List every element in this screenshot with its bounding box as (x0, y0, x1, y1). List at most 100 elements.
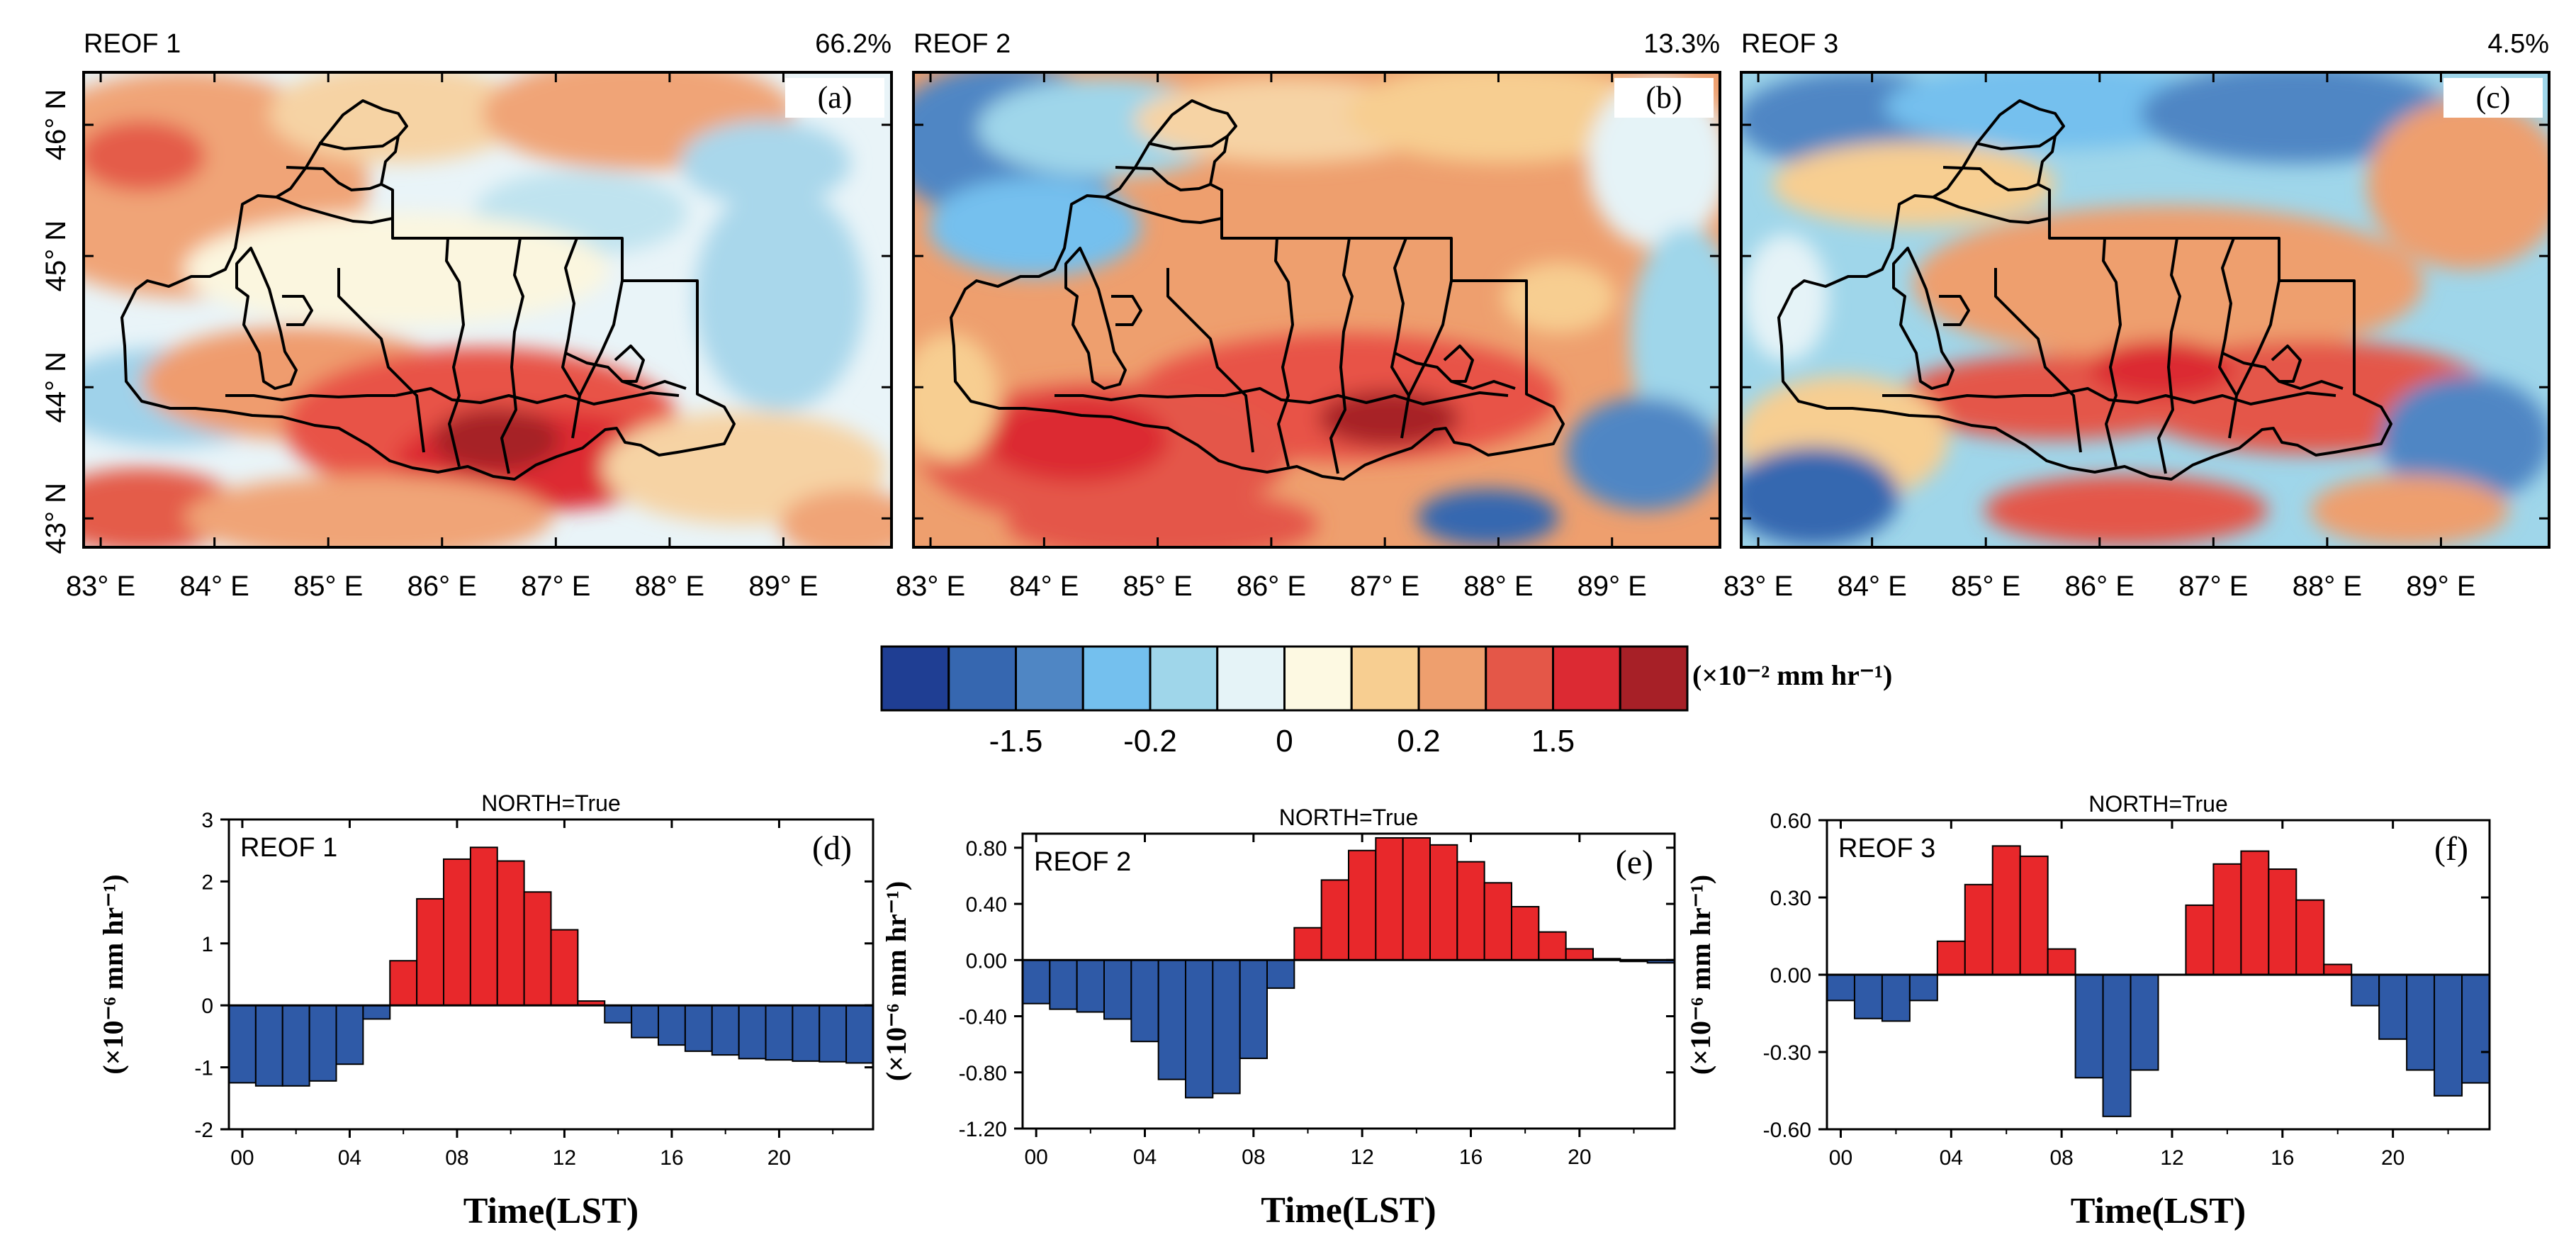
bar (1076, 959, 1105, 1013)
y-tick-label: -0.80 (959, 1062, 1007, 1085)
bar (684, 1005, 713, 1052)
map-x-tick-label-a: 87° E (521, 571, 590, 602)
x-tick-label: 20 (767, 1146, 791, 1170)
map-x-tick-label-c: 86° E (2065, 571, 2135, 602)
bar (1130, 959, 1159, 1043)
map-x-tick-label-c: 83° E (1723, 571, 1793, 602)
bar (711, 1005, 740, 1056)
y-tick-label: 0.80 (966, 837, 1007, 861)
plot-frame (1021, 832, 1676, 1130)
chart-panel-label: (f) (2434, 830, 2468, 868)
y-tick-label: 3 (201, 809, 213, 832)
bar (1456, 861, 1485, 961)
bar (1853, 974, 1883, 1019)
map-x-tick-label-c: 89° E (2406, 571, 2475, 602)
colorbar-cell (947, 645, 1017, 712)
bar (1185, 959, 1214, 1099)
map-x-tick-label-b: 83° E (896, 571, 965, 602)
x-axis-label: Time(LST) (2071, 1191, 2246, 1231)
colorbar-tick-label: 0 (1276, 724, 1293, 759)
bar (2047, 948, 2076, 975)
x-tick-label: 12 (553, 1146, 576, 1170)
bar-chart-f: 0.60 0.30 0.00 -0.30 -0.60 00 04 08 12 16 20 NORTH=… (1684, 791, 2491, 1231)
x-tick-label: 00 (1829, 1146, 1852, 1170)
x-tick-label: 16 (2271, 1146, 2294, 1170)
bar (2268, 868, 2297, 975)
bar (1964, 883, 1993, 976)
map-x-tick-label-c: 85° E (1951, 571, 2020, 602)
bar (738, 1005, 767, 1060)
map-panel-c: (c) REOF 3 4.5% (1740, 29, 2550, 549)
bar (1212, 959, 1241, 1095)
panel-label-c: (c) (2476, 80, 2511, 115)
bar (2019, 855, 2049, 976)
bar (2378, 974, 2408, 1040)
bar (604, 1005, 633, 1024)
bar (631, 1005, 659, 1039)
bar (2240, 850, 2270, 975)
map-x-tick-label-a: 89° E (748, 571, 818, 602)
colorbar-cell (1552, 645, 1621, 712)
plot-frame (227, 818, 874, 1131)
x-tick-label: 08 (1242, 1146, 1265, 1169)
bar (845, 1005, 874, 1064)
y-tick-label: 2 (201, 871, 213, 894)
map-x-tick-label-a: 84° E (180, 571, 249, 602)
map-y-tick-label: 46° N (40, 89, 72, 161)
map-x-tick-label-b: 87° E (1350, 571, 1419, 602)
bar (469, 846, 498, 1007)
chart-title: NORTH=True (2088, 791, 2227, 817)
colorbar-cell (880, 645, 950, 712)
bar (765, 1005, 794, 1061)
y-axis-label: (×10⁻⁶ mm hr⁻¹) (880, 881, 912, 1081)
bar (1049, 959, 1078, 1010)
map-x-tick-label-c: 84° E (1838, 571, 1907, 602)
map-y-tick-label: 45° N (40, 220, 72, 292)
bar (308, 1005, 337, 1082)
bar (443, 858, 471, 1007)
map-variance-c: 4.5% (2487, 29, 2549, 59)
bar (1348, 849, 1377, 961)
map-x-tick-label-b: 88° E (1463, 571, 1533, 602)
bar (1538, 931, 1567, 961)
bar-charts: 3 2 1 0 -1 -2 00 04 08 12 16 20 NORTH=True REOF 1 (d) T… (97, 790, 2491, 1231)
map-variance-a: 66.2% (815, 29, 892, 59)
bar (819, 1005, 848, 1063)
map-title-b: REOF 2 (913, 29, 1011, 59)
colorbar-tick-label: -1.5 (989, 724, 1043, 759)
bar-chart-e: 0.80 0.40 0.00 -0.40 -0.80 -1.20 00 04 08 12 16 20 N… (880, 805, 1676, 1231)
bar (1239, 959, 1268, 1059)
y-tick-label: 0.00 (1770, 964, 1811, 987)
y-tick-label: 0.00 (966, 949, 1007, 973)
map-x-tick-label-b: 89° E (1577, 571, 1647, 602)
x-tick-label: 08 (2049, 1146, 2073, 1170)
bar (496, 860, 525, 1007)
bar (1881, 974, 1911, 1022)
map-title-a: REOF 1 (84, 29, 181, 59)
bar (1103, 959, 1132, 1020)
bar (1402, 836, 1431, 961)
chart-title: NORTH=True (481, 790, 620, 816)
precip-field-b (913, 72, 1720, 547)
x-tick-label: 12 (1350, 1146, 1373, 1169)
y-tick-label: -1 (194, 1057, 213, 1080)
bar (1157, 959, 1186, 1080)
bar (550, 929, 579, 1007)
bar (2074, 974, 2104, 1079)
x-tick-label: 04 (1940, 1146, 1963, 1170)
bar (2185, 904, 2215, 976)
bar (1483, 882, 1513, 961)
colorbar-tick-label: -0.2 (1123, 724, 1177, 759)
bar (792, 1005, 821, 1062)
bar (1022, 959, 1051, 1005)
bar (1565, 948, 1594, 961)
map-x-tick-label-b: 84° E (1009, 571, 1079, 602)
map-x-tick-label-a: 86° E (407, 571, 477, 602)
map-x-tick-label-a: 85° E (293, 571, 363, 602)
bar (1936, 940, 1966, 976)
colorbar-cell (1350, 645, 1420, 712)
chart-legend: REOF 2 (1034, 847, 1131, 877)
y-tick-label: -0.60 (1763, 1119, 1811, 1142)
map-x-tick-label-b: 86° E (1237, 571, 1306, 602)
